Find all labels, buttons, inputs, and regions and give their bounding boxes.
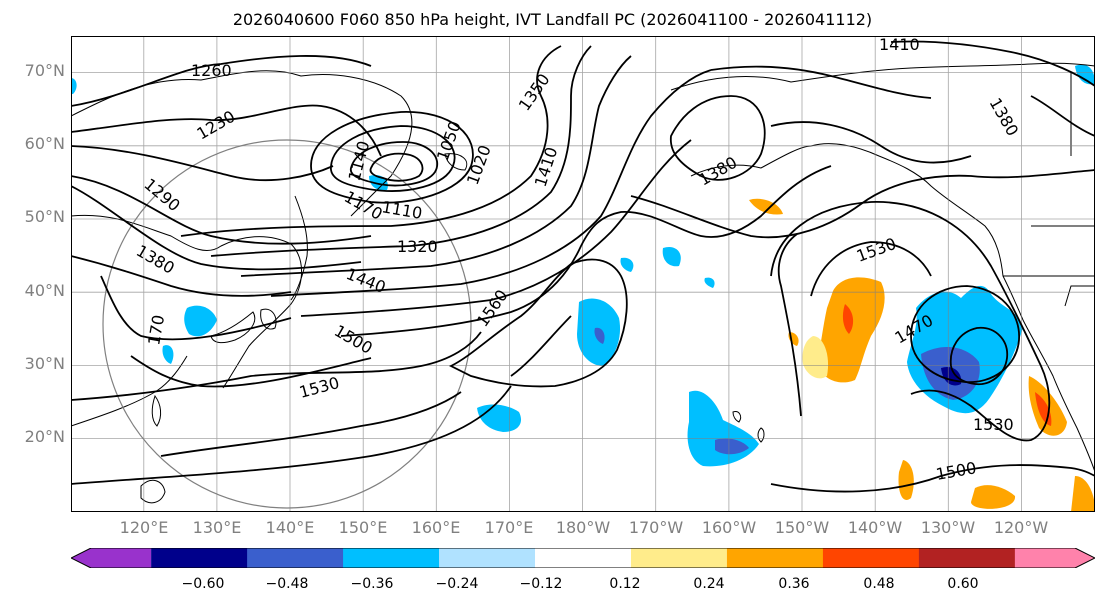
lat-label-60n: 60°N (24, 134, 65, 153)
lat-label-20n: 20°N (24, 427, 65, 446)
ivt-negative-shading (71, 64, 1095, 467)
map-frame (71, 36, 1095, 512)
range-circle (102, 139, 472, 509)
colorbar-segment (247, 548, 344, 568)
height-contours (71, 40, 1095, 493)
contour-label: 1530 (973, 415, 1014, 434)
colorbar-segment (151, 548, 248, 568)
colorbar-segment (726, 548, 824, 568)
lon-label: 150°W (774, 518, 830, 537)
lat-label-50n: 50°N (24, 207, 65, 226)
lat-label-40n: 40°N (24, 281, 65, 300)
lon-label: 180°W (555, 518, 611, 537)
lon-label: 120°E (119, 518, 169, 537)
colorbar-tick: −0.60 (181, 576, 225, 592)
lon-label: 170°E (484, 518, 534, 537)
colorbar-tick: −0.24 (435, 576, 479, 592)
ivt-positive-shading (749, 198, 1095, 512)
map-panel: 1410 1260 1230 1290 1380 1140 1170 1110 … (71, 36, 1095, 512)
colorbar-tick: 0.48 (863, 576, 895, 592)
colorbar-segment (918, 548, 1016, 568)
contour-label: 1410 (879, 36, 920, 54)
lat-label-30n: 30°N (24, 354, 65, 373)
colorbar-segment (343, 548, 440, 568)
colorbar-tick: −0.12 (519, 576, 563, 592)
colorbar-tick: 0.12 (609, 576, 641, 592)
colorbar (71, 548, 1095, 568)
lon-label: 150°E (338, 518, 388, 537)
map-title: 2026040600 F060 850 hPa height, IVT Land… (232, 10, 873, 29)
lon-label: 130°W (920, 518, 976, 537)
coastlines (71, 62, 1095, 504)
contour-label: 1320 (397, 237, 438, 256)
colorbar-tick: 0.24 (693, 576, 725, 592)
colorbar-segment (439, 548, 536, 568)
lon-label: 170°W (628, 518, 684, 537)
lon-label: 140°W (847, 518, 903, 537)
lon-label: 130°E (192, 518, 242, 537)
colorbar-segment (630, 548, 728, 568)
colorbar-extend-low (71, 548, 152, 568)
lon-label: 140°E (265, 518, 315, 537)
colorbar-segments (71, 548, 1095, 568)
lon-label: 120°W (993, 518, 1049, 537)
colorbar-tick: −0.48 (265, 576, 309, 592)
lon-label: 160°W (701, 518, 757, 537)
colorbar-extend-high (1014, 548, 1095, 568)
contour-label: 1260 (191, 61, 232, 80)
colorbar-segment (535, 548, 632, 568)
lon-label: 160°E (411, 518, 461, 537)
colorbar-tick: 0.60 (947, 576, 979, 592)
colorbar-segment (822, 548, 920, 568)
colorbar-tick: 0.36 (778, 576, 810, 592)
colorbar-tick: −0.36 (350, 576, 394, 592)
lat-label-70n: 70°N (24, 61, 65, 80)
